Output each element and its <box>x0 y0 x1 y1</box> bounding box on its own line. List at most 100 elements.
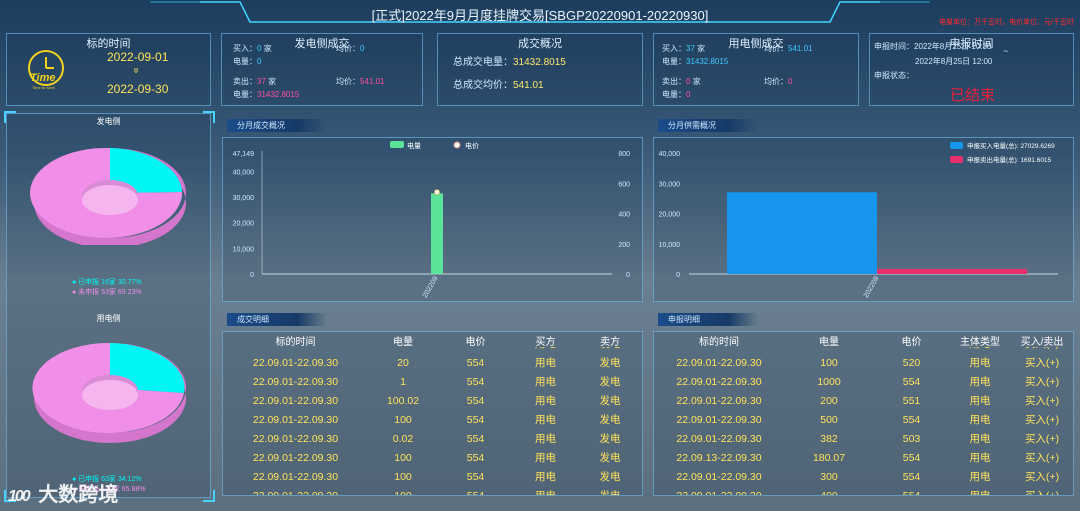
table-cell: 用电 <box>535 357 556 369</box>
header-cell[interactable]: 主体类型 <box>960 337 1000 348</box>
gen-side-card: 发电侧成交 买入：0 家 均价：0 电量：0 卖出：37 家 均价：541.01… <box>221 33 423 106</box>
table-cell: 用电 <box>969 452 991 464</box>
header-cell[interactable]: 电价 <box>901 337 922 348</box>
target-start-date: 2022-09-01 <box>107 50 169 64</box>
gen-sell-qty: 电量：31432.8015 <box>233 90 300 99</box>
table-cell: 用电 <box>535 395 556 407</box>
table-cell: 用电 <box>535 414 556 426</box>
header-cell[interactable]: 标的时间 <box>275 337 316 348</box>
table-row[interactable]: 22.09.01-22.09.30 1 554 用电 发电 <box>223 372 642 391</box>
y2-tick-label: 800 <box>618 151 630 158</box>
watermark-text: 大数跨境 <box>38 484 119 506</box>
table-cell: 用电 <box>969 414 991 426</box>
table-row[interactable]: 22.09.01-22.09.30 0.02 554 用电 发电 <box>223 429 642 448</box>
pie-gen-legend-unreported: ● 未申报 53家 69.23% <box>72 289 142 296</box>
header-cell[interactable]: 电量 <box>393 337 413 348</box>
monthly-deal-chart: 电量 电价 202209 0 10,000 20,000 30,000 40,000 47… <box>233 141 630 299</box>
table-row[interactable]: 22.09.01-22.09.30 200 551 用电 买入(+) <box>654 391 1073 410</box>
table-cell: 100.02 <box>386 394 420 407</box>
table-cell: 100 <box>394 413 412 426</box>
declare-detail-rows: 22.09.01-22.09.30300554用电买入(+)22.09.01-2… <box>654 347 1073 496</box>
declare-detail-panel[interactable]: 标的时间 电量 电价 主体类型 买入/卖出 22.09.01-22.09.303… <box>653 331 1074 496</box>
table-cell: 发电 <box>599 414 621 426</box>
table-cell: 400 <box>820 489 838 496</box>
table-row[interactable]: 22.09.01-22.09.30 100 554 用电 发电 <box>223 448 642 467</box>
table-row[interactable]: 22.09.01-22.09.30 382 503 用电 买入(+) <box>654 429 1073 448</box>
corner-decoration <box>203 490 215 502</box>
table-row[interactable]: 22.09.01-22.09.30 100 554 用电 发电 <box>223 467 642 486</box>
table-cell: 用电 <box>969 433 991 445</box>
monthly-supply-tag: 分月供需概况 <box>658 119 758 132</box>
header-cell[interactable]: 买方 <box>535 337 556 348</box>
table-row[interactable]: 22.09.01-22.09.30 500 554 用电 买入(+) <box>654 410 1073 429</box>
table-cell: 22.09.01-22.09.30 <box>676 432 762 445</box>
bar-buy <box>727 192 877 274</box>
table-cell: 买入(+) <box>1024 452 1060 464</box>
table-cell: 100 <box>394 489 412 496</box>
x-tick-label: 202209 <box>422 275 440 299</box>
table-row[interactable]: 22.09.01-22.09.30 400 554 用电 买入(+) <box>654 486 1073 496</box>
header-cell[interactable]: 标的时间 <box>699 337 739 348</box>
y-tick-label: 20,000 <box>233 221 255 228</box>
table-cell: 554 <box>466 394 485 407</box>
table-cell: 22.09.01-22.09.30 <box>676 413 762 426</box>
gen-side-title: 发电侧成交 <box>294 38 350 50</box>
date-arrow: » <box>130 67 142 74</box>
y2-tick-label: 0 <box>626 272 630 279</box>
table-row[interactable]: 22.09.01-22.09.30300554用电发电 <box>223 347 642 353</box>
gen-sell-price: 均价：541.01 <box>336 77 385 86</box>
y-tick-label: 47,149 <box>233 151 255 158</box>
use-buy-qty: 电量：31432.8015 <box>662 57 729 66</box>
table-cell: 22.09.01-22.09.30 <box>654 347 784 353</box>
deal-detail-panel[interactable]: 标的时间 电量 电价 买方 卖方 22.09.01-22.09.30300554… <box>222 331 643 496</box>
pie-use-chart <box>32 342 186 443</box>
legend-label-qty: 电量 <box>407 141 421 150</box>
table-row[interactable]: 22.09.01-22.09.30 100 554 用电 发电 <box>223 410 642 429</box>
pie-gen-slice-reported <box>110 148 182 193</box>
use-sell-price: 均价：0 <box>764 77 793 86</box>
overview-card: 成交概况 总成交电量：31432.8015 总成交均价：541.01 <box>437 33 643 106</box>
table-cell: 1000 <box>817 375 841 388</box>
y-tick-label: 10,000 <box>659 242 681 249</box>
y2-tick-label: 600 <box>618 181 630 188</box>
table-cell: 买入(+) <box>1024 433 1060 445</box>
table-cell: 554 <box>902 375 921 388</box>
target-time-card: 标的时间 Time Time to work 2022-09-01 » 2022… <box>6 33 211 106</box>
use-buy-price: 均价：541.01 <box>764 44 813 53</box>
use-side-card: 用电侧成交 买入：37 家 均价：541.01 电量：31432.8015 卖出… <box>653 33 859 106</box>
declare-detail-body[interactable]: 22.09.01-22.09.30300554用电买入(+)22.09.01-2… <box>654 347 1073 496</box>
table-cell: 用电 <box>949 347 1011 353</box>
table-row[interactable]: 22.09.13-22.09.30 180.07 554 用电 买入(+) <box>654 448 1073 467</box>
table-cell: 用电 <box>969 471 991 483</box>
corner-decoration <box>203 111 215 123</box>
table-header: 标的时间 电量 电价 主体类型 买入/卖出 <box>654 332 1073 349</box>
table-cell: 551 <box>902 394 921 407</box>
table-row[interactable]: 22.09.01-22.09.30 100 554 用电 发电 <box>223 486 642 496</box>
header-cell[interactable]: 卖方 <box>600 337 620 348</box>
table-row[interactable]: 22.09.01-22.09.30 100.02 554 用电 发电 <box>223 391 642 410</box>
table-cell: 554 <box>438 347 513 353</box>
deal-detail-rows: 22.09.01-22.09.30300554用电发电22.09.01-22.0… <box>223 347 642 496</box>
time-logo-sub: Time to work <box>32 85 55 90</box>
table-cell: 用电 <box>535 376 556 388</box>
table-row[interactable]: 22.09.01-22.09.30 100 520 用电 买入(+) <box>654 353 1073 372</box>
pie-use-title: 用电侧 <box>96 314 121 323</box>
header-cell[interactable]: 电价 <box>465 337 486 348</box>
use-side-title: 用电侧成交 <box>728 38 784 50</box>
table-row[interactable]: 22.09.01-22.09.30 20 554 用电 发电 <box>223 353 642 372</box>
table-cell: 发电 <box>599 433 621 445</box>
table-cell: 554 <box>902 413 921 426</box>
declare-time-title: 申报时间 <box>949 38 994 50</box>
table-cell: 用电 <box>535 433 556 445</box>
y-tick-label: 0 <box>250 272 254 279</box>
table-cell: 554 <box>466 375 485 388</box>
legend-swatch-qty <box>390 141 404 148</box>
units-note: 电量单位：万千瓦时，电价单位：元/千瓦时 <box>939 19 1074 26</box>
header-cell[interactable]: 电量 <box>819 337 839 348</box>
header-cell[interactable]: 买入/卖出 <box>1020 337 1064 348</box>
table-cell: 200 <box>820 394 838 407</box>
deal-detail-body[interactable]: 22.09.01-22.09.30300554用电发电22.09.01-22.0… <box>223 347 642 496</box>
table-row[interactable]: 22.09.01-22.09.30 1000 554 用电 买入(+) <box>654 372 1073 391</box>
